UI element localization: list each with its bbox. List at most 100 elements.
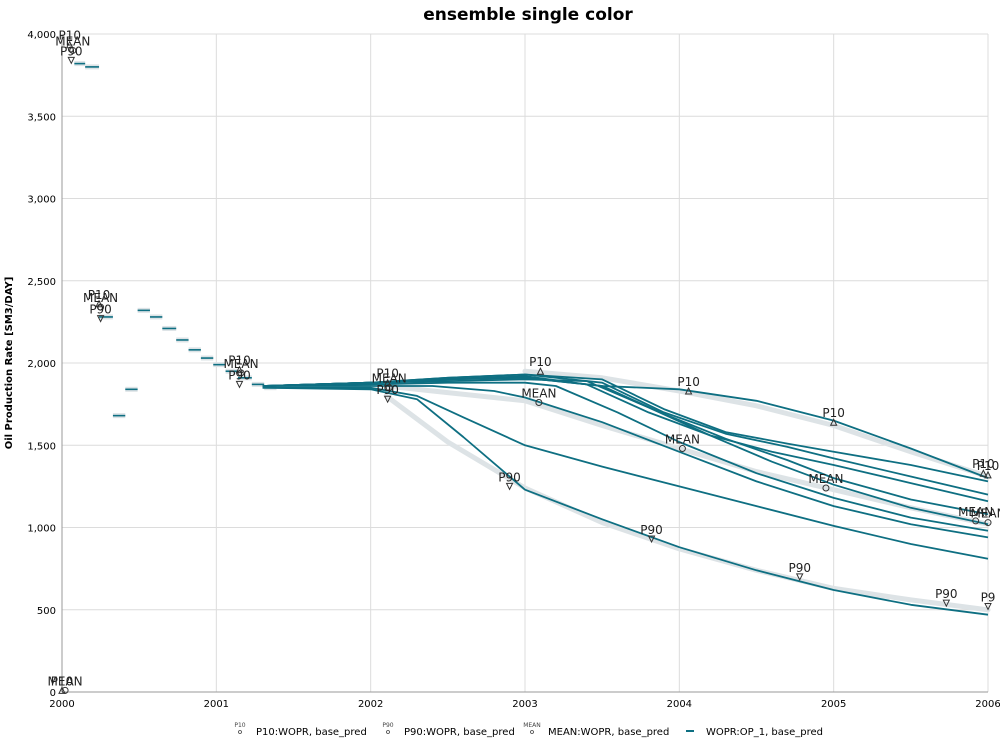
annotation-label: MEAN bbox=[83, 291, 118, 305]
legend: P10 P10:WOPR, base_pred P90 P90:WOPR, base_… bbox=[234, 722, 823, 738]
x-tick-label: 2002 bbox=[358, 699, 383, 710]
annotation-marker bbox=[237, 369, 245, 377]
x-tick-label: 2005 bbox=[821, 699, 846, 710]
annotation-label: MEAN bbox=[521, 386, 556, 400]
annotation-marker bbox=[505, 482, 514, 491]
x-ticks: 2000 2001 2002 2003 2004 2005 2006 bbox=[49, 699, 1000, 710]
annotation-marker bbox=[383, 378, 392, 387]
annotation-label: MEAN bbox=[48, 674, 83, 688]
y-tick-label: 2,500 bbox=[27, 277, 56, 288]
y-tick-label: 3,000 bbox=[27, 195, 56, 206]
annotation-label: P90 bbox=[228, 368, 251, 382]
legend-label: WOPR:OP_1, base_pred bbox=[706, 727, 823, 738]
annotation-marker bbox=[829, 418, 838, 426]
annotation-label: P9 bbox=[981, 590, 996, 604]
legend-symbol: MEAN bbox=[523, 722, 541, 729]
ensemble-series-line bbox=[262, 376, 989, 479]
ensemble-series-line bbox=[262, 385, 989, 539]
x-tick-label: 2006 bbox=[975, 699, 1000, 710]
chart-title: ensemble single color bbox=[423, 5, 633, 25]
annotation-marker bbox=[96, 315, 105, 323]
legend-marker bbox=[530, 730, 534, 734]
annotation-label: P90 bbox=[60, 44, 83, 58]
y-tick-label: 4,000 bbox=[27, 30, 56, 41]
y-tick-label: 2,000 bbox=[27, 359, 56, 370]
annotation-marker bbox=[647, 535, 656, 544]
y-tick-label: 1,000 bbox=[27, 524, 56, 535]
annotation-label: P10 bbox=[977, 459, 1000, 473]
annotation-label: P90 bbox=[788, 561, 811, 575]
annotation-label: MEAN bbox=[665, 433, 700, 447]
y-ticks: 0 500 1,000 1,500 2,000 2,500 3,000 3,500 4,000 bbox=[27, 30, 56, 699]
legend-label: P10:WOPR, base_pred bbox=[256, 727, 367, 738]
annotation-marker bbox=[61, 686, 69, 694]
annotation-marker bbox=[942, 599, 951, 608]
annotation-label: MEAN bbox=[958, 505, 993, 519]
annotation-label: P10 bbox=[376, 367, 399, 381]
annotation-marker bbox=[67, 56, 76, 65]
annotation-label: MEAN bbox=[808, 472, 843, 486]
annotation-marker bbox=[984, 470, 992, 479]
annotation-marker bbox=[822, 484, 830, 492]
annotation-label: MEAN bbox=[970, 507, 1000, 521]
x-tick-label: 2004 bbox=[667, 699, 692, 710]
annotation-marker bbox=[535, 398, 543, 406]
annotation-label: P90 bbox=[640, 523, 663, 537]
annotation-marker bbox=[979, 469, 988, 477]
annotation-label: P10 bbox=[58, 29, 81, 43]
annotation-marker bbox=[58, 686, 66, 694]
annotation-label: P90 bbox=[376, 383, 399, 397]
annotation-marker bbox=[984, 602, 992, 611]
annotation-marker bbox=[984, 519, 992, 527]
annotation-marker bbox=[69, 46, 77, 54]
legend-label: P90:WOPR, base_pred bbox=[404, 727, 515, 738]
legend-marker bbox=[386, 730, 390, 734]
annotation-label: P10 bbox=[51, 674, 74, 688]
annotation-label: P10 bbox=[88, 288, 111, 302]
statistic-curve-p90 bbox=[383, 393, 991, 613]
x-tick-label: 2000 bbox=[49, 699, 74, 710]
annotation-label: P90 bbox=[498, 470, 521, 484]
annotation-marker bbox=[383, 395, 392, 404]
annotation-marker bbox=[97, 303, 105, 311]
annotation-marker bbox=[972, 517, 980, 525]
annotation-label: P10 bbox=[677, 375, 700, 389]
statistic-curves bbox=[383, 368, 991, 613]
ensemble-series-line bbox=[262, 386, 989, 616]
annotation-marker bbox=[65, 40, 74, 49]
annotation-marker bbox=[536, 367, 545, 375]
legend-symbol: P90 bbox=[382, 722, 393, 729]
legend-marker bbox=[238, 730, 242, 734]
gridlines bbox=[61, 33, 989, 693]
y-axis-label: Oil Production Rate [SM3/DAY] bbox=[4, 277, 15, 450]
statistic-curve-p10 bbox=[522, 368, 991, 479]
annotation-label: P10 bbox=[228, 354, 251, 368]
x-tick-label: 2003 bbox=[512, 699, 537, 710]
ensemble-series-line bbox=[262, 373, 989, 483]
y-tick-label: 500 bbox=[37, 606, 56, 617]
annotation-label: P10 bbox=[972, 457, 995, 471]
annotation-marker bbox=[235, 380, 244, 389]
annotation-label: P10 bbox=[822, 406, 845, 420]
annotation-label: P90 bbox=[89, 303, 112, 317]
annotation-label: MEAN bbox=[223, 357, 258, 371]
annotation-marker bbox=[385, 384, 393, 392]
legend-symbol: P10 bbox=[234, 722, 245, 729]
annotation-label: MEAN bbox=[55, 34, 90, 48]
annotation-marker bbox=[795, 573, 804, 581]
ensemble-series-line bbox=[262, 381, 989, 532]
annotation-label: P10 bbox=[529, 355, 552, 369]
plot-frame bbox=[61, 34, 988, 693]
legend-label: MEAN:WOPR, base_pred bbox=[548, 727, 669, 738]
x-tick-label: 2001 bbox=[204, 699, 229, 710]
ensemble-series-line bbox=[262, 386, 989, 560]
y-tick-label: 3,500 bbox=[27, 112, 56, 123]
annotation-marker bbox=[678, 445, 686, 453]
y-tick-label: 1,500 bbox=[27, 441, 56, 452]
annotation-label: P90 bbox=[935, 587, 958, 601]
y-tick-label: 0 bbox=[50, 688, 56, 699]
ensemble-series bbox=[262, 373, 989, 616]
annotation-marker bbox=[684, 386, 693, 395]
